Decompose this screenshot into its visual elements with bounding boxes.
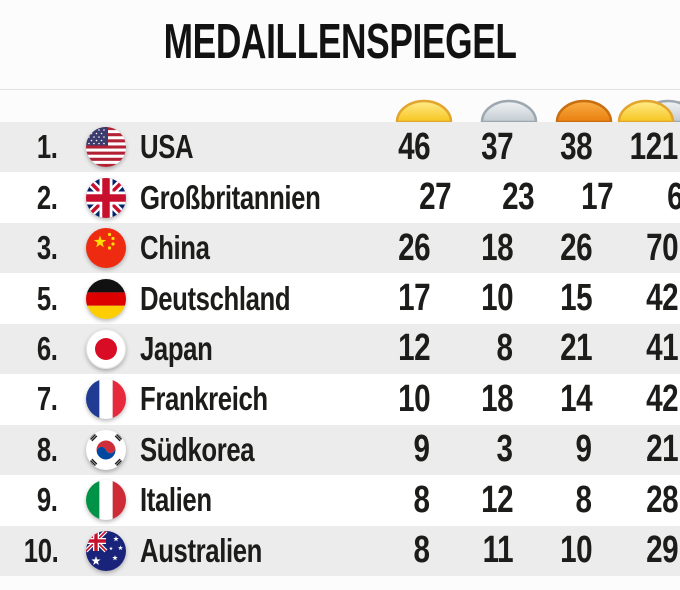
gold-count: 27 xyxy=(419,176,452,219)
bronze-count: 9 xyxy=(575,428,592,471)
gold-count: 26 xyxy=(397,226,431,269)
gold-count: 12 xyxy=(397,327,431,370)
country-name: Italien xyxy=(140,481,212,519)
table-row: 2. Großbritannien 27 23 17 67 xyxy=(0,172,680,223)
rank-label: 1. xyxy=(37,128,58,166)
south-korea-flag-icon xyxy=(86,430,126,470)
silver-count: 10 xyxy=(480,277,514,320)
country-name: Australien xyxy=(140,531,262,569)
usa-flag-icon xyxy=(86,127,126,167)
gold-count: 8 xyxy=(413,529,430,572)
total-count: 42 xyxy=(645,277,679,320)
rank-label: 2. xyxy=(37,178,58,216)
italy-flag-icon xyxy=(86,480,126,520)
rank-label: 5. xyxy=(37,279,58,317)
table-row: 1. USA 46 37 38 121 xyxy=(0,122,680,173)
silver-count: 18 xyxy=(480,377,514,420)
header-divider xyxy=(0,89,680,90)
total-count: 121 xyxy=(629,125,679,168)
page-title: MEDAILLENSPIEGEL xyxy=(163,15,517,69)
table-row: 5. Deutschland 17 10 15 42 xyxy=(0,273,680,324)
bronze-count: 15 xyxy=(559,277,593,320)
country-name: Großbritannien xyxy=(140,178,321,216)
bronze-count: 8 xyxy=(575,478,592,521)
total-count: 42 xyxy=(645,377,679,420)
rank-label: 3. xyxy=(37,229,58,267)
rank-label: 8. xyxy=(37,430,58,468)
gold-count: 8 xyxy=(413,478,430,521)
total-count: 67 xyxy=(613,176,680,219)
silver-count: 23 xyxy=(502,176,535,219)
gold-count: 46 xyxy=(397,125,431,168)
japan-flag-icon xyxy=(86,329,126,369)
australia-flag-icon xyxy=(86,531,126,571)
bronze-count: 21 xyxy=(559,327,593,370)
silver-count: 11 xyxy=(482,529,513,572)
bronze-count: 38 xyxy=(559,125,593,168)
table-row: 8. Südkorea 9 3 9 21 xyxy=(0,424,680,476)
france-flag-icon xyxy=(86,379,126,419)
great-britain-flag-icon xyxy=(86,178,126,218)
germany-flag-icon xyxy=(86,279,126,319)
silver-count: 12 xyxy=(480,478,514,521)
rank-label: 7. xyxy=(37,380,58,418)
rank-label: 6. xyxy=(37,329,58,367)
country-name: Deutschland xyxy=(140,279,291,317)
table-row: 6. Japan 12 8 21 41 xyxy=(0,323,680,375)
silver-count: 3 xyxy=(496,428,513,471)
total-count: 28 xyxy=(645,478,679,521)
china-flag-icon xyxy=(86,228,126,268)
silver-count: 18 xyxy=(480,226,514,269)
medal-table: 1. USA 46 37 38 121 2. Großbritannien 27… xyxy=(0,122,680,576)
gold-count: 17 xyxy=(397,277,431,320)
table-row: 3. China 26 18 26 70 xyxy=(0,222,680,274)
table-row: 9. Italien 8 12 8 28 xyxy=(0,475,680,526)
bronze-count: 17 xyxy=(581,176,614,219)
country-name: Südkorea xyxy=(140,430,255,468)
gold-count: 10 xyxy=(397,377,431,420)
total-count: 21 xyxy=(645,428,679,471)
silver-count: 37 xyxy=(480,125,514,168)
country-name: Frankreich xyxy=(140,380,268,418)
rank-label: 10. xyxy=(23,531,58,569)
rank-label: 9. xyxy=(37,481,58,519)
table-row: 10. Australien 8 11 10 29 xyxy=(0,525,680,576)
country-name: Japan xyxy=(140,329,213,367)
total-count: 41 xyxy=(645,327,679,370)
bronze-count: 10 xyxy=(559,529,593,572)
gold-count: 9 xyxy=(413,428,430,471)
bronze-count: 26 xyxy=(559,226,593,269)
country-name: China xyxy=(140,229,210,267)
country-name: USA xyxy=(140,128,194,166)
total-count: 70 xyxy=(645,226,679,269)
bronze-count: 14 xyxy=(559,377,593,420)
silver-count: 8 xyxy=(496,327,513,370)
table-row: 7. Frankreich 10 18 14 42 xyxy=(0,374,680,425)
total-count: 29 xyxy=(645,529,679,572)
